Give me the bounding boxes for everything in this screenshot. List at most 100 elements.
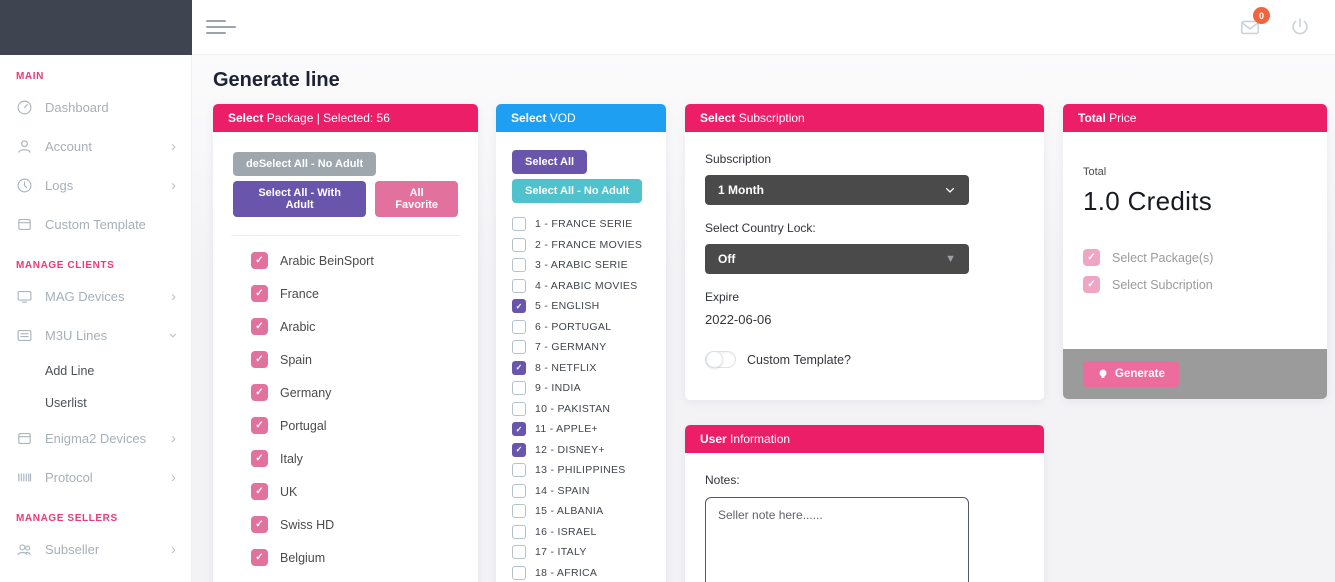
chevron-down-icon: ›: [165, 333, 182, 338]
select-subscription-header: Select Subscription: [685, 104, 1044, 132]
package-checkbox[interactable]: [251, 549, 268, 566]
chevron-right-icon: ›: [171, 469, 176, 486]
requirement-item: Select Subcription: [1083, 276, 1307, 293]
vod-checkbox[interactable]: [512, 422, 526, 436]
vod-label: 4 - ARABIC MOVIES: [535, 279, 638, 292]
vod-checkbox[interactable]: [512, 360, 526, 375]
select-all-with-adult-button[interactable]: Select All - With Adult: [233, 181, 367, 217]
notes-textarea[interactable]: [705, 497, 969, 582]
vod-label: 2 - FRANCE MOVIES: [535, 238, 643, 251]
power-button[interactable]: [1289, 16, 1311, 38]
mail-icon: [1240, 20, 1260, 35]
vod-checkbox[interactable]: [512, 483, 526, 498]
vod-label: 12 - DISNEY+: [535, 443, 605, 456]
window-icon: [16, 430, 33, 447]
total-requirements-list: Select Package(s) Select Subcription: [1083, 249, 1307, 293]
vod-list-item: 14 - SPAIN: [512, 483, 650, 498]
vod-list-item: 7 - GERMANY: [512, 340, 650, 354]
deselect-all-no-adult-button[interactable]: deSelect All - No Adult: [233, 152, 377, 176]
vod-select-all-button[interactable]: Select All: [512, 150, 588, 174]
subscription-select[interactable]: 1 Month: [705, 175, 969, 205]
vod-list-item: 16 - ISRAEL: [512, 524, 650, 539]
package-checkbox[interactable]: [251, 450, 268, 467]
dashboard-icon: [16, 99, 33, 116]
sidebar-item-logs[interactable]: Logs ›: [0, 166, 192, 205]
vod-label: 5 - ENGLISH: [535, 300, 600, 312]
sidebar-section-main: MAIN: [16, 71, 44, 82]
sidebar-item-dashboard[interactable]: Dashboard: [0, 88, 192, 127]
vod-checkbox[interactable]: [512, 237, 526, 252]
package-checkbox[interactable]: [251, 384, 268, 401]
vod-checkbox[interactable]: [512, 258, 526, 272]
package-checkbox[interactable]: [251, 483, 268, 500]
vod-checkbox[interactable]: [512, 442, 526, 457]
package-checkbox[interactable]: [251, 285, 268, 302]
mail-button[interactable]: 0: [1239, 7, 1270, 38]
barcode-icon: [16, 469, 33, 486]
expire-label: Expire: [705, 290, 740, 304]
sidebar-item-protocol[interactable]: Protocol ›: [0, 458, 192, 497]
vod-checkbox[interactable]: [512, 401, 526, 416]
vod-checkbox[interactable]: [512, 524, 526, 539]
package-checkbox[interactable]: [251, 516, 268, 533]
brand-block: [0, 0, 192, 55]
select-vod-header: Select VOD: [496, 104, 666, 132]
vod-checkbox[interactable]: [512, 217, 526, 231]
generate-button[interactable]: Generate: [1083, 361, 1179, 387]
vod-checkbox[interactable]: [512, 565, 526, 580]
package-checkbox[interactable]: [251, 351, 268, 368]
lines-box-icon: [16, 327, 33, 344]
hamburger-menu-icon[interactable]: [206, 16, 236, 38]
chevron-right-icon: ›: [171, 177, 176, 194]
package-label: Spain: [280, 352, 312, 367]
vod-label: 14 - SPAIN: [535, 484, 590, 497]
vod-list-item: 6 - PORTUGAL: [512, 319, 650, 334]
sidebar-item-subseller[interactable]: Subseller ›: [0, 530, 192, 569]
vod-list-item: 12 - DISNEY+: [512, 442, 650, 457]
total-price-footer: Generate: [1063, 349, 1327, 399]
sidebar-item-enigma2-devices[interactable]: Enigma2 Devices ›: [0, 419, 192, 458]
package-list-item: France: [233, 285, 458, 302]
package-list-item: Portugal: [233, 417, 458, 434]
vod-list-item: 18 - AFRICA: [512, 565, 650, 580]
package-list-item: UK: [233, 483, 458, 500]
sidebar-item-custom-template[interactable]: Custom Template: [0, 205, 192, 244]
vod-checkbox[interactable]: [512, 463, 526, 477]
vod-select-all-no-adult-button[interactable]: Select All - No Adult: [512, 179, 643, 203]
vod-checkbox[interactable]: [512, 381, 526, 395]
package-checkbox[interactable]: [251, 252, 268, 269]
vod-checkbox[interactable]: [512, 299, 526, 313]
vod-checkbox[interactable]: [512, 319, 526, 334]
package-label: UK: [280, 484, 298, 499]
vod-checkbox[interactable]: [512, 340, 526, 354]
vod-list-item: 8 - NETFLIX: [512, 360, 650, 375]
select-subscription-panel: Select Subscription Subscription 1 Month…: [685, 104, 1044, 400]
chevron-right-icon: ›: [171, 430, 176, 447]
package-checkbox[interactable]: [251, 417, 268, 434]
sidebar-item-mag-devices[interactable]: MAG Devices ›: [0, 277, 192, 316]
vod-label: 17 - ITALY: [535, 546, 587, 558]
custom-template-toggle[interactable]: [705, 351, 736, 368]
custom-template-label: Custom Template?: [747, 352, 851, 367]
sidebar-item-m3u-lines[interactable]: M3U Lines ›: [0, 316, 192, 355]
vod-checkbox[interactable]: [512, 504, 526, 518]
subscription-label: Subscription: [705, 152, 772, 166]
topbar: 0: [192, 0, 1335, 55]
sidebar-section-manage-sellers: MANAGE SELLERS: [16, 513, 118, 524]
vod-label: 11 - APPLE+: [535, 423, 598, 435]
vod-checkbox[interactable]: [512, 545, 526, 559]
vod-list-item: 11 - APPLE+: [512, 422, 650, 436]
sidebar-subitem-userlist[interactable]: Userlist: [45, 396, 87, 410]
sidebar-subitem-add-line[interactable]: Add Line: [45, 364, 95, 378]
sidebar-item-account[interactable]: Account ›: [0, 127, 192, 166]
vod-checkbox[interactable]: [512, 278, 526, 293]
select-package-header: Select Package | Selected: 56: [213, 104, 478, 132]
package-label: Swiss HD: [280, 517, 335, 532]
country-lock-select[interactable]: Off ▼: [705, 244, 969, 274]
package-checkbox[interactable]: [251, 318, 268, 335]
vod-label: 13 - PHILIPPINES: [535, 464, 626, 476]
country-lock-label: Select Country Lock:: [705, 221, 816, 235]
package-list-item: Italy: [233, 450, 458, 467]
all-favorite-button[interactable]: All Favorite: [375, 181, 458, 217]
